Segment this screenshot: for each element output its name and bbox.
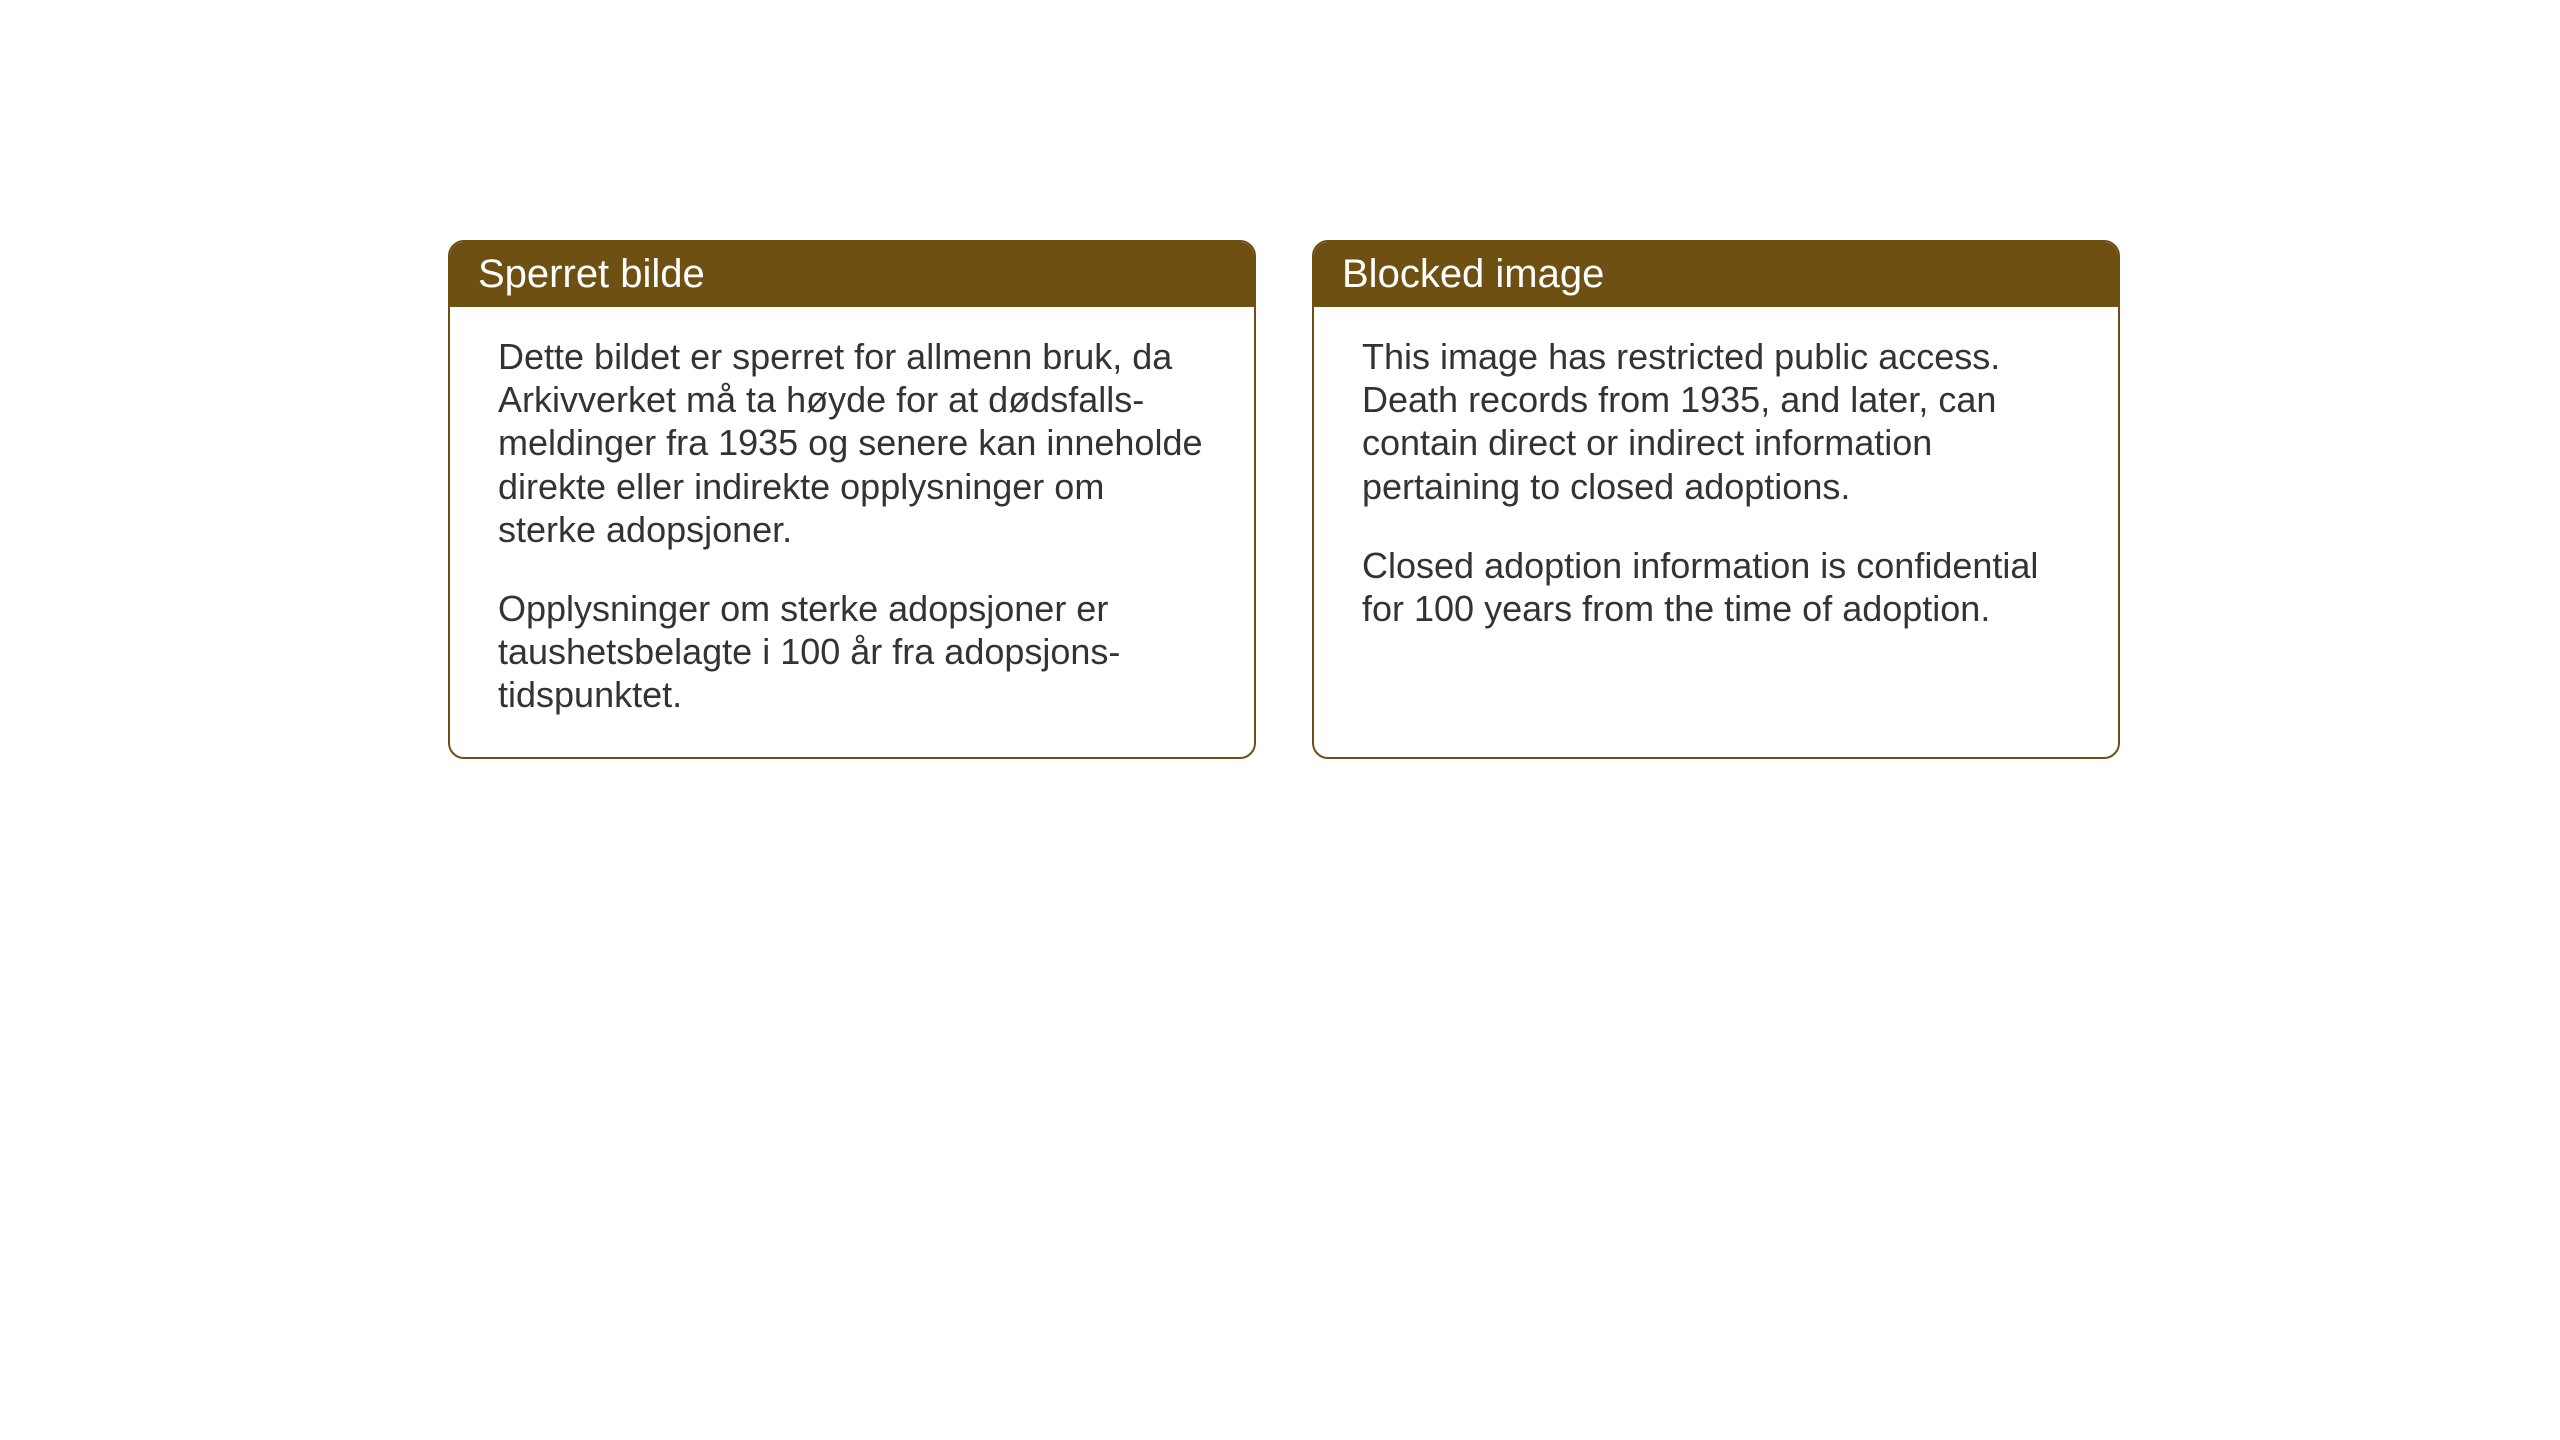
card-header-english: Blocked image: [1314, 242, 2118, 307]
card-paragraph1-english: This image has restricted public access.…: [1362, 335, 2070, 508]
card-body-english: This image has restricted public access.…: [1314, 307, 2118, 670]
card-title-norwegian: Sperret bilde: [478, 252, 705, 296]
card-header-norwegian: Sperret bilde: [450, 242, 1254, 307]
card-title-english: Blocked image: [1342, 252, 1604, 296]
card-paragraph1-norwegian: Dette bildet er sperret for allmenn bruk…: [498, 335, 1206, 551]
notice-card-english: Blocked image This image has restricted …: [1312, 240, 2120, 759]
notice-container: Sperret bilde Dette bildet er sperret fo…: [448, 240, 2120, 759]
card-paragraph2-norwegian: Opplysninger om sterke adopsjoner er tau…: [498, 587, 1206, 717]
card-body-norwegian: Dette bildet er sperret for allmenn bruk…: [450, 307, 1254, 757]
card-paragraph2-english: Closed adoption information is confident…: [1362, 544, 2070, 630]
notice-card-norwegian: Sperret bilde Dette bildet er sperret fo…: [448, 240, 1256, 759]
